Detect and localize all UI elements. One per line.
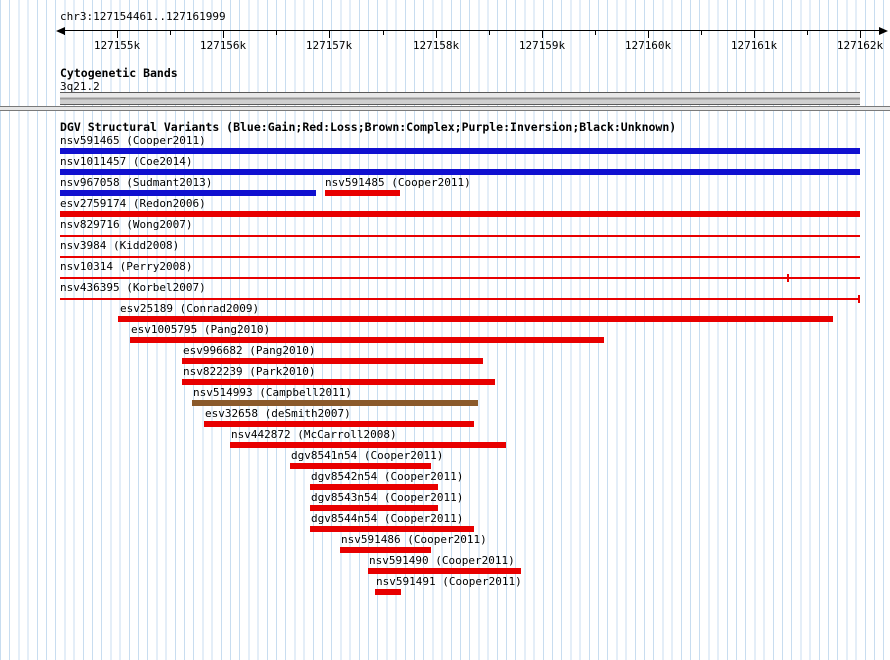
variant-bar-box[interactable] — [340, 547, 431, 553]
variant-label[interactable]: nsv967058 (Sudmant2013) — [60, 176, 213, 189]
variant-rows: nsv591465 (Cooper2011) nsv1011457 (Coe201… — [0, 135, 890, 605]
region-label: chr3:127154461..127161999 — [60, 10, 226, 23]
variant-bar-box[interactable] — [60, 148, 860, 154]
variant-bar-box[interactable] — [325, 190, 400, 196]
variant-row: esv2759174 (Redon2006) — [0, 198, 890, 219]
variant-row: nsv10314 (Perry2008) — [0, 261, 890, 282]
ruler-line — [60, 30, 884, 31]
variant-bar-box[interactable] — [204, 421, 474, 427]
section-separator — [0, 106, 890, 111]
variant-bar-box[interactable] — [182, 379, 495, 385]
variant-bar-line[interactable] — [60, 298, 860, 300]
variant-row: nsv3984 (Kidd2008) — [0, 240, 890, 261]
variant-row: dgv8541n54 (Cooper2011) — [0, 450, 890, 471]
variant-label[interactable]: dgv8543n54 (Cooper2011) — [311, 491, 464, 504]
variant-row: esv32658 (deSmith2007) — [0, 408, 890, 429]
variant-row: nsv591490 (Cooper2011) — [0, 555, 890, 576]
ruler-left-arrow-icon — [56, 27, 65, 35]
variant-bar-box[interactable] — [368, 568, 521, 574]
variant-label[interactable]: nsv829716 (Wong2007) — [60, 218, 193, 231]
variant-label[interactable]: dgv8544n54 (Cooper2011) — [311, 512, 464, 525]
variant-label[interactable]: esv2759174 (Redon2006) — [60, 197, 206, 210]
variant-bar-box[interactable] — [310, 505, 438, 511]
variant-row: nsv591465 (Cooper2011) — [0, 135, 890, 156]
variant-bar-box[interactable] — [60, 190, 316, 196]
cytoband-section-title: Cytogenetic Bands — [60, 66, 178, 80]
variant-row: nsv514993 (Campbell2011) — [0, 387, 890, 408]
variant-bar-box[interactable] — [192, 400, 478, 406]
variant-label[interactable]: nsv442872 (McCarroll2008) — [231, 428, 397, 441]
variant-label[interactable]: esv25189 (Conrad2009) — [120, 302, 260, 315]
variant-bar-box[interactable] — [60, 211, 860, 217]
variant-row: nsv822239 (Park2010) — [0, 366, 890, 387]
variant-bar-box[interactable] — [290, 463, 431, 469]
variant-label[interactable]: nsv822239 (Park2010) — [183, 365, 316, 378]
variant-label[interactable]: dgv8542n54 (Cooper2011) — [311, 470, 464, 483]
dgv-section-title: DGV Structural Variants (Blue:Gain;Red:L… — [60, 120, 677, 134]
variant-label[interactable]: nsv10314 (Perry2008) — [60, 260, 193, 273]
variant-bar-box[interactable] — [375, 589, 401, 595]
variant-bar-box[interactable] — [310, 484, 438, 490]
variant-bar-line[interactable] — [60, 256, 860, 258]
variant-label[interactable]: dgv8541n54 (Cooper2011) — [291, 449, 444, 462]
variant-row: nsv1011457 (Coe2014) — [0, 156, 890, 177]
variant-bar-box[interactable] — [130, 337, 604, 343]
ruler-right-arrow-icon — [879, 27, 888, 35]
variant-row: nsv967058 (Sudmant2013) nsv591485 (Cooper… — [0, 177, 890, 198]
variant-row: esv996682 (Pang2010) — [0, 345, 890, 366]
variant-label[interactable]: esv1005795 (Pang2010) — [131, 323, 271, 336]
cytoband-bar[interactable] — [60, 92, 860, 105]
variant-row: esv25189 (Conrad2009) — [0, 303, 890, 324]
variant-row: dgv8544n54 (Cooper2011) — [0, 513, 890, 534]
variant-label[interactable]: nsv3984 (Kidd2008) — [60, 239, 180, 252]
variant-bar-line[interactable] — [60, 277, 860, 279]
variant-label[interactable]: nsv591465 (Cooper2011) — [60, 134, 206, 147]
variant-row: esv1005795 (Pang2010) — [0, 324, 890, 345]
variant-label[interactable]: nsv591486 (Cooper2011) — [341, 533, 487, 546]
variant-row: nsv442872 (McCarroll2008) — [0, 429, 890, 450]
variant-row: nsv591491 (Cooper2011) — [0, 576, 890, 597]
variant-label[interactable]: nsv591491 (Cooper2011) — [376, 575, 522, 588]
variant-bar-box[interactable] — [230, 442, 506, 448]
cytoband-name: 3q21.2 — [60, 80, 100, 93]
variant-bar-box[interactable] — [182, 358, 483, 364]
variant-label[interactable]: nsv436395 (Korbel2007) — [60, 281, 206, 294]
variant-label[interactable]: nsv591485 (Cooper2011) — [325, 176, 471, 189]
variant-row: dgv8542n54 (Cooper2011) — [0, 471, 890, 492]
variant-breakpoint-tick — [858, 295, 860, 303]
variant-label[interactable]: nsv514993 (Campbell2011) — [193, 386, 352, 399]
variant-bar-box[interactable] — [118, 316, 833, 322]
variant-label[interactable]: esv996682 (Pang2010) — [183, 344, 316, 357]
variant-row: nsv591486 (Cooper2011) — [0, 534, 890, 555]
variant-row: nsv829716 (Wong2007) — [0, 219, 890, 240]
variant-breakpoint-tick — [787, 274, 789, 282]
variant-row: dgv8543n54 (Cooper2011) — [0, 492, 890, 513]
variant-bar-line[interactable] — [60, 235, 860, 237]
variant-bar-box[interactable] — [310, 526, 474, 532]
variant-row: nsv436395 (Korbel2007) — [0, 282, 890, 303]
variant-label[interactable]: nsv591490 (Cooper2011) — [369, 554, 515, 567]
variant-bar-box[interactable] — [60, 169, 860, 175]
variant-label[interactable]: nsv1011457 (Coe2014) — [60, 155, 193, 168]
variant-label[interactable]: esv32658 (deSmith2007) — [205, 407, 351, 420]
